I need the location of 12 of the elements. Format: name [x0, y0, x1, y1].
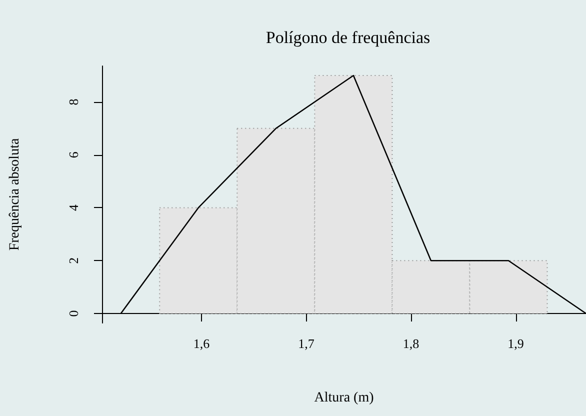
x-tick-label: 1,7	[298, 336, 315, 351]
chart-title: Polígono de frequências	[266, 28, 430, 47]
y-tick-label: 4	[66, 204, 81, 211]
y-tick-label: 6	[66, 151, 81, 158]
y-tick-label: 2	[66, 257, 81, 264]
y-tick-label: 8	[66, 98, 81, 106]
y-tick-label: 0	[66, 310, 81, 317]
x-axis-title: Altura (m)	[314, 390, 374, 406]
x-tick-label: 1,9	[508, 336, 524, 351]
y-axis-title: Frequência absoluta	[8, 138, 22, 251]
x-tick-label: 1,8	[402, 336, 420, 351]
x-tick-label: 1,6	[193, 336, 210, 351]
